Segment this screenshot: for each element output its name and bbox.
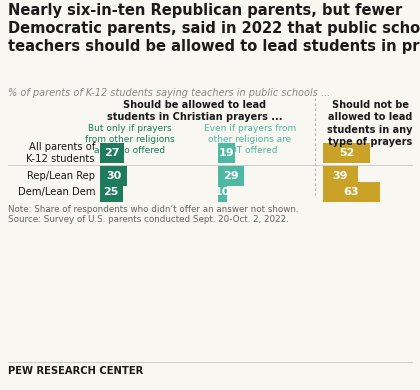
Text: 30: 30: [106, 171, 121, 181]
Text: 19: 19: [219, 148, 234, 158]
Text: Note: Share of respondents who didn’t offer an answer not shown.: Note: Share of respondents who didn’t of…: [8, 205, 299, 214]
Text: Rep/Lean Rep: Rep/Lean Rep: [27, 171, 95, 181]
Text: Dem/Lean Dem: Dem/Lean Dem: [18, 187, 95, 197]
Bar: [218, 182, 227, 202]
Bar: [323, 143, 370, 163]
Text: Should be allowed to lead
students in Christian prayers ...: Should be allowed to lead students in Ch…: [107, 100, 283, 122]
Bar: [100, 143, 124, 163]
Text: PEW RESEARCH CENTER: PEW RESEARCH CENTER: [8, 366, 143, 376]
Text: 63: 63: [344, 187, 359, 197]
Text: % of parents of K-12 students saying teachers in public schools ...: % of parents of K-12 students saying tea…: [8, 88, 331, 98]
Bar: [323, 182, 380, 202]
Text: 39: 39: [333, 171, 348, 181]
Text: But only if prayers
from other religions
are also offered: But only if prayers from other religions…: [85, 124, 175, 155]
Text: 27: 27: [105, 148, 120, 158]
Text: All parents of
K-12 students: All parents of K-12 students: [26, 142, 95, 164]
Text: Even if prayers from
other religions are
NOT offered: Even if prayers from other religions are…: [204, 124, 296, 155]
Text: Nearly six-in-ten Republican parents, but fewer
Democratic parents, said in 2022: Nearly six-in-ten Republican parents, bu…: [8, 3, 420, 54]
Bar: [323, 166, 358, 186]
Bar: [100, 166, 127, 186]
Text: 25: 25: [104, 187, 119, 197]
Text: 52: 52: [339, 148, 354, 158]
Text: 10: 10: [215, 187, 230, 197]
Text: Source: Survey of U.S. parents conducted Sept. 20-Oct. 2, 2022.: Source: Survey of U.S. parents conducted…: [8, 215, 289, 224]
Text: 29: 29: [223, 171, 239, 181]
Bar: [218, 166, 244, 186]
Bar: [100, 182, 123, 202]
Text: Should not be
allowed to lead
students in any
type of prayers: Should not be allowed to lead students i…: [327, 100, 413, 147]
Bar: [218, 143, 235, 163]
